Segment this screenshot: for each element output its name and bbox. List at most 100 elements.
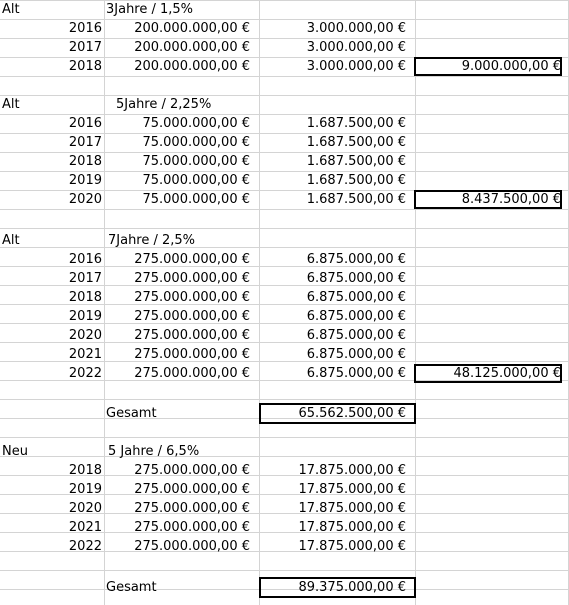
amount-cell[interactable]: 275.000.000,00 € xyxy=(134,463,250,478)
interest-cell[interactable]: 3.000.000,00 € xyxy=(306,59,406,74)
section-label[interactable]: Neu xyxy=(2,444,28,459)
amount-cell[interactable]: 275.000.000,00 € xyxy=(134,328,250,343)
year-cell[interactable]: 2018 xyxy=(68,290,102,305)
grid-row-line xyxy=(0,342,569,343)
amount-cell[interactable]: 275.000.000,00 € xyxy=(134,309,250,324)
section-header[interactable]: 7Jahre / 2,5% xyxy=(108,233,196,248)
interest-cell[interactable]: 3.000.000,00 € xyxy=(306,21,406,36)
interest-cell[interactable]: 1.687.500,00 € xyxy=(306,154,406,169)
grid-row-line xyxy=(0,589,569,590)
interest-cell[interactable]: 1.687.500,00 € xyxy=(306,192,406,207)
amount-cell[interactable]: 275.000.000,00 € xyxy=(134,482,250,497)
year-cell[interactable]: 2022 xyxy=(68,366,102,381)
year-cell[interactable]: 2020 xyxy=(68,328,102,343)
grid-column-line xyxy=(104,0,105,605)
interest-cell[interactable]: 6.875.000,00 € xyxy=(306,252,406,267)
total-old-value[interactable]: 65.562.500,00 € xyxy=(298,406,406,421)
year-cell[interactable]: 2020 xyxy=(68,192,102,207)
section-label[interactable]: Alt xyxy=(2,97,20,112)
amount-cell[interactable]: 200.000.000,00 € xyxy=(134,21,250,36)
amount-cell[interactable]: 275.000.000,00 € xyxy=(134,347,250,362)
grid-row-line xyxy=(0,171,569,172)
interest-cell[interactable]: 17.875.000,00 € xyxy=(298,482,406,497)
amount-cell[interactable]: 275.000.000,00 € xyxy=(134,539,250,554)
year-cell[interactable]: 2017 xyxy=(68,271,102,286)
interest-cell[interactable]: 6.875.000,00 € xyxy=(306,366,406,381)
amount-cell[interactable]: 275.000.000,00 € xyxy=(134,271,250,286)
amount-cell[interactable]: 275.000.000,00 € xyxy=(134,366,250,381)
section-sum-cell[interactable]: 9.000.000,00 € xyxy=(461,59,561,74)
section-label[interactable]: Alt xyxy=(2,2,20,17)
year-cell[interactable]: 2019 xyxy=(68,309,102,324)
grid-row-line xyxy=(0,133,569,134)
total-new-value[interactable]: 89.375.000,00 € xyxy=(298,580,406,595)
year-cell[interactable]: 2020 xyxy=(68,501,102,516)
interest-cell[interactable]: 3.000.000,00 € xyxy=(306,40,406,55)
grid-column-line xyxy=(415,0,416,605)
total-box-border xyxy=(259,403,416,424)
year-cell[interactable]: 2017 xyxy=(68,135,102,150)
sum-box-border xyxy=(414,190,562,209)
amount-cell[interactable]: 275.000.000,00 € xyxy=(134,290,250,305)
year-cell[interactable]: 2018 xyxy=(68,59,102,74)
grid-row-line xyxy=(0,228,569,229)
amount-cell[interactable]: 275.000.000,00 € xyxy=(134,501,250,516)
section-header[interactable]: 5Jahre / 2,25% xyxy=(116,97,212,112)
grid-row-line xyxy=(0,95,569,96)
amount-cell[interactable]: 75.000.000,00 € xyxy=(142,173,250,188)
year-cell[interactable]: 2019 xyxy=(68,482,102,497)
grid-row-line xyxy=(0,0,569,1)
section-sum-cell[interactable]: 8.437.500,00 € xyxy=(461,192,561,207)
amount-cell[interactable]: 75.000.000,00 € xyxy=(142,135,250,150)
grid-row-line xyxy=(0,247,569,248)
interest-cell[interactable]: 6.875.000,00 € xyxy=(306,290,406,305)
amount-cell[interactable]: 275.000.000,00 € xyxy=(134,520,250,535)
grid-row-line xyxy=(0,494,569,495)
interest-cell[interactable]: 6.875.000,00 € xyxy=(306,347,406,362)
grid-row-line xyxy=(0,437,569,438)
year-cell[interactable]: 2022 xyxy=(68,539,102,554)
year-cell[interactable]: 2016 xyxy=(68,252,102,267)
total-box-border xyxy=(259,577,416,598)
grid-row-line xyxy=(0,399,569,400)
grid-row-line xyxy=(0,570,569,571)
grid-row-line xyxy=(0,114,569,115)
interest-cell[interactable]: 17.875.000,00 € xyxy=(298,501,406,516)
interest-cell[interactable]: 1.687.500,00 € xyxy=(306,135,406,150)
year-cell[interactable]: 2017 xyxy=(68,40,102,55)
interest-cell[interactable]: 6.875.000,00 € xyxy=(306,328,406,343)
section-header[interactable]: 3Jahre / 1,5% xyxy=(106,2,194,17)
grid-row-line xyxy=(0,209,569,210)
year-cell[interactable]: 2021 xyxy=(68,520,102,535)
interest-cell[interactable]: 1.687.500,00 € xyxy=(306,173,406,188)
grid-row-line xyxy=(0,532,569,533)
section-header[interactable]: 5 Jahre / 6,5% xyxy=(108,444,200,459)
interest-cell[interactable]: 17.875.000,00 € xyxy=(298,520,406,535)
total-new-label[interactable]: Gesamt xyxy=(106,580,157,595)
amount-cell[interactable]: 75.000.000,00 € xyxy=(142,116,250,131)
amount-cell[interactable]: 200.000.000,00 € xyxy=(134,59,250,74)
interest-cell[interactable]: 1.687.500,00 € xyxy=(306,116,406,131)
amount-cell[interactable]: 75.000.000,00 € xyxy=(142,192,250,207)
amount-cell[interactable]: 275.000.000,00 € xyxy=(134,252,250,267)
amount-cell[interactable]: 75.000.000,00 € xyxy=(142,154,250,169)
year-cell[interactable]: 2016 xyxy=(68,21,102,36)
section-label[interactable]: Alt xyxy=(2,233,20,248)
year-cell[interactable]: 2021 xyxy=(68,347,102,362)
grid-row-line xyxy=(0,380,569,381)
grid-row-line xyxy=(0,361,569,362)
grid-row-line xyxy=(0,38,569,39)
total-old-label[interactable]: Gesamt xyxy=(106,406,157,421)
year-cell[interactable]: 2018 xyxy=(68,463,102,478)
year-cell[interactable]: 2019 xyxy=(68,173,102,188)
year-cell[interactable]: 2018 xyxy=(68,154,102,169)
interest-cell[interactable]: 6.875.000,00 € xyxy=(306,309,406,324)
amount-cell[interactable]: 200.000.000,00 € xyxy=(134,40,250,55)
interest-cell[interactable]: 17.875.000,00 € xyxy=(298,463,406,478)
section-sum-cell[interactable]: 48.125.000,00 € xyxy=(453,366,561,381)
interest-cell[interactable]: 6.875.000,00 € xyxy=(306,271,406,286)
grid-row-line xyxy=(0,551,569,552)
interest-cell[interactable]: 17.875.000,00 € xyxy=(298,539,406,554)
year-cell[interactable]: 2016 xyxy=(68,116,102,131)
